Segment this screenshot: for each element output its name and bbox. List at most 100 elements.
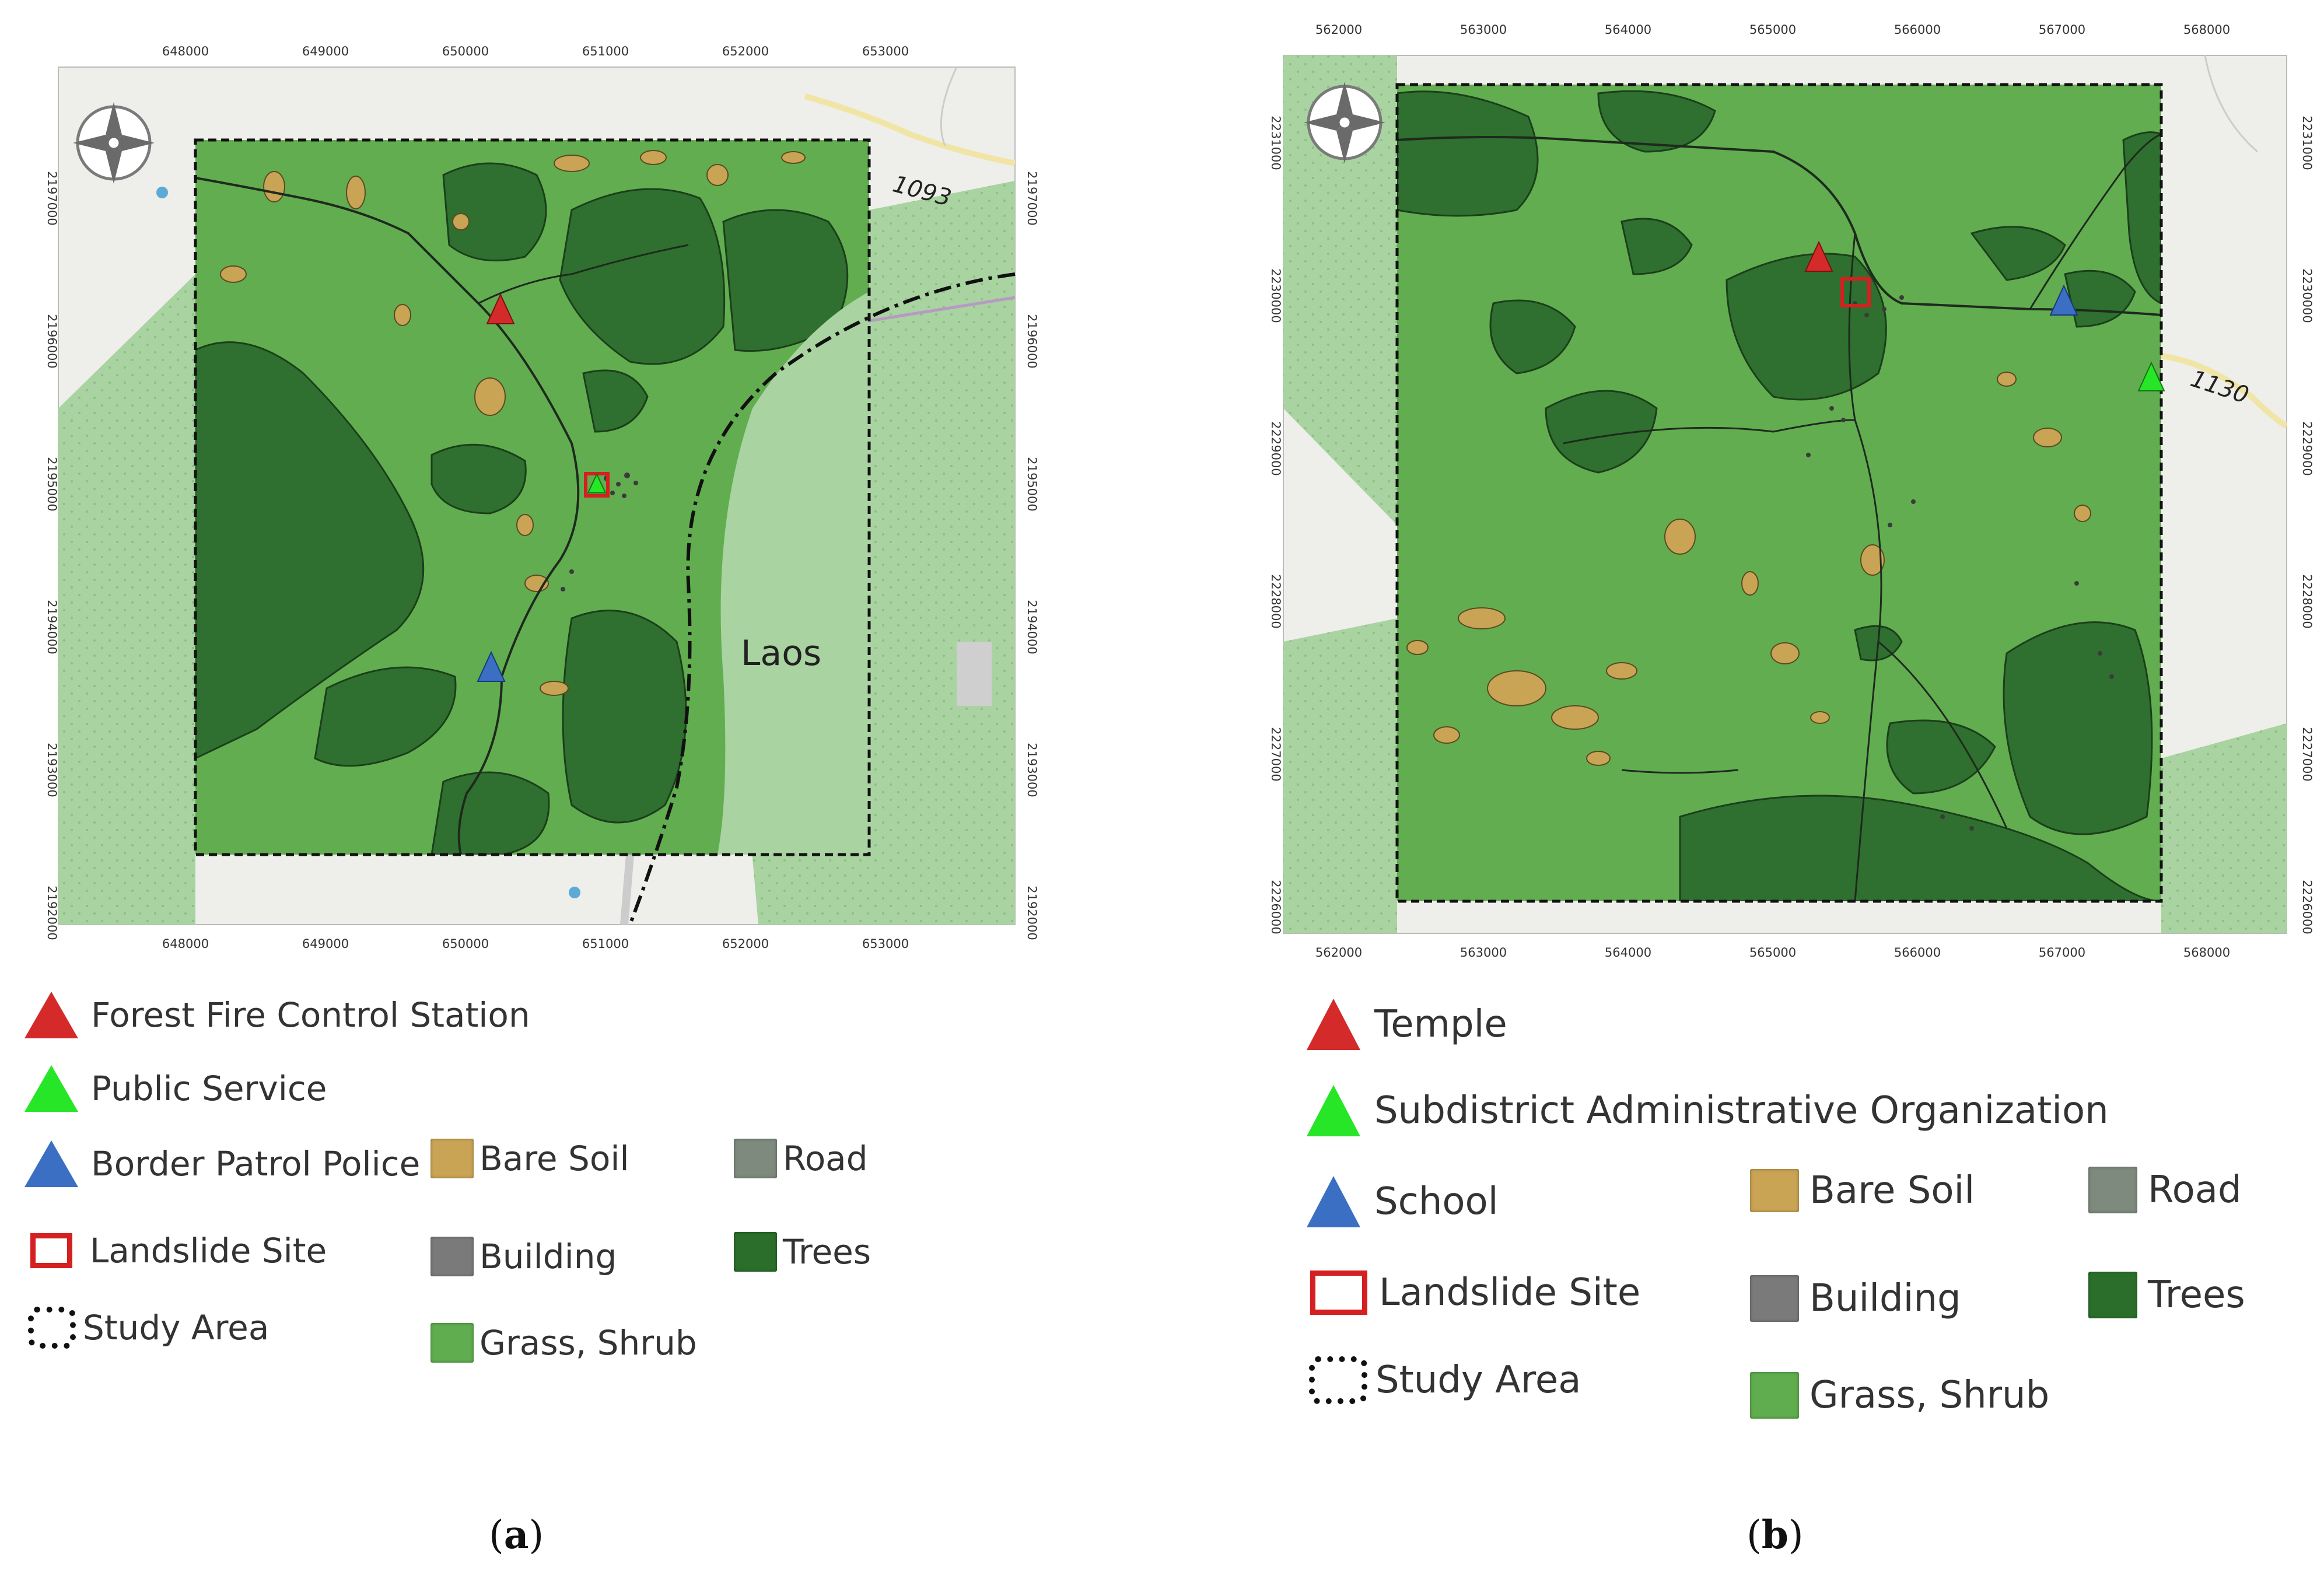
y-tick-label: 2227000 xyxy=(1272,727,1283,782)
map-a-canvas: 1093 Laos 648000648000649000649000650000… xyxy=(45,44,1039,951)
legend-item-forest-fire-station: Forest Fire Control Station xyxy=(24,992,530,1038)
y-tick-label: 2231000 xyxy=(1272,116,1283,170)
y-tick-label: 2192000 xyxy=(45,886,59,940)
map-panel-b: 1130 562000 562000 563000 563000 564000 56400… xyxy=(1272,0,2324,957)
legend-item-road-b: Road xyxy=(2088,1167,2242,1213)
y-tick-label: 2228000 xyxy=(2300,574,2314,629)
y-tick-label: 2230000 xyxy=(1272,268,1283,323)
x-tick-label: 652000 xyxy=(722,937,769,951)
x-tick-label: 649000 xyxy=(302,44,349,58)
dotted-square-icon xyxy=(28,1307,76,1349)
study-area-a-landcover xyxy=(195,140,869,855)
y-tick-label: 2194000 xyxy=(1025,600,1039,654)
x-tick-label: 568000 xyxy=(2183,23,2230,37)
x-tick-label: 651000 xyxy=(582,937,629,951)
x-tick-label: 566000 xyxy=(1894,946,1941,957)
red-square-icon xyxy=(30,1233,72,1268)
map-b-canvas: 1130 56200056200056300056300056400056400… xyxy=(1272,23,2314,957)
legend-item-building-b: Building xyxy=(1750,1275,1961,1322)
y-tick-label: 2226000 xyxy=(2300,880,2314,935)
x-tick-label: 565000 xyxy=(1749,946,1796,957)
legend-item-temple: Temple xyxy=(1307,999,1507,1050)
red-triangle-icon xyxy=(1307,999,1360,1050)
green-triangle-icon xyxy=(1307,1085,1360,1136)
x-tick-label: 567000 xyxy=(2039,23,2085,37)
x-tick-label: 563000 xyxy=(1460,23,1507,37)
legend-item-study-area-a: Study Area xyxy=(28,1307,269,1349)
grass-shrub-swatch xyxy=(1750,1372,1799,1419)
blue-triangle-icon xyxy=(1307,1176,1360,1227)
x-tick-label: 648000 xyxy=(162,44,209,58)
x-tick-label: 649000 xyxy=(302,937,349,951)
legend-item-bare-soil-a: Bare Soil xyxy=(430,1139,629,1178)
y-tick-label: 2197000 xyxy=(1025,171,1039,226)
y-tick-label: 2229000 xyxy=(2300,421,2314,476)
y-tick-label: 2230000 xyxy=(2300,268,2314,323)
blue-triangle-icon xyxy=(24,1140,78,1187)
public-service-marker xyxy=(587,473,607,494)
building-swatch xyxy=(1750,1275,1799,1322)
x-axis-ticks-b: 562000 562000 563000 563000 564000 564000 5650… xyxy=(1315,23,2230,957)
building-swatch xyxy=(430,1237,474,1276)
x-tick-label: 564000 xyxy=(1605,946,1651,957)
map-panel-a: 1093 Laos 648000 648000 649000 649000 650000… xyxy=(0,0,1108,957)
x-tick-label: 651000 xyxy=(582,44,629,58)
legend-item-landslide-b: Landslide Site xyxy=(1310,1270,1640,1315)
legend-item-bare-soil-b: Bare Soil xyxy=(1750,1169,1975,1212)
x-tick-label: 652000 xyxy=(722,44,769,58)
y-tick-label: 2194000 xyxy=(45,600,59,654)
legend-item-trees-b: Trees xyxy=(2088,1272,2245,1318)
road-swatch xyxy=(734,1139,777,1178)
temple-marker xyxy=(1804,240,1833,272)
y-tick-label: 2192000 xyxy=(1025,886,1039,940)
national-border-line xyxy=(628,272,1016,926)
legend-item-school: School xyxy=(1307,1176,1498,1227)
x-axis-ticks-a: 648000 648000 649000 649000 650000 650000 6510… xyxy=(162,44,909,951)
road-swatch xyxy=(2088,1167,2137,1213)
y-tick-label: 2228000 xyxy=(1272,574,1283,629)
x-tick-label: 562000 xyxy=(1315,23,1362,37)
x-tick-label: 564000 xyxy=(1605,23,1651,37)
legend-item-grass-shrub-b: Grass, Shrub xyxy=(1750,1372,2049,1419)
legend-item-building-a: Building xyxy=(430,1237,617,1276)
x-tick-label: 563000 xyxy=(1460,946,1507,957)
dotted-square-icon xyxy=(1309,1356,1367,1404)
y-tick-label: 2193000 xyxy=(1025,743,1039,797)
y-tick-label: 2196000 xyxy=(45,314,59,369)
bare-soil-swatch xyxy=(430,1139,474,1178)
y-tick-label: 2227000 xyxy=(2300,727,2314,782)
caption-a: (a) xyxy=(489,1512,544,1558)
y-tick-label: 2226000 xyxy=(1272,880,1283,935)
study-area-a-boundary xyxy=(194,138,871,856)
trees-swatch xyxy=(734,1232,777,1272)
subdistrict-admin-org-marker xyxy=(2137,361,2165,391)
x-tick-label: 562000 xyxy=(1315,946,1362,957)
x-tick-label: 565000 xyxy=(1749,23,1796,37)
x-tick-label: 653000 xyxy=(862,937,909,951)
y-tick-label: 2231000 xyxy=(2300,116,2314,170)
study-area-b-landcover xyxy=(1397,85,2161,901)
y-axis-ticks-b: 2231000 2231000 2230000 2230000 2229000 22290… xyxy=(1272,116,2314,935)
legend-item-trees-a: Trees xyxy=(734,1232,871,1272)
x-tick-label: 566000 xyxy=(1894,23,1941,37)
legend-item-grass-shrub-a: Grass, Shrub xyxy=(430,1323,697,1363)
caption-b: (b) xyxy=(1746,1512,1804,1558)
red-square-icon xyxy=(1310,1270,1367,1315)
compass-rose-icon xyxy=(73,102,155,184)
study-area-b-boundary xyxy=(1395,83,2163,903)
y-axis-ticks-a: 2197000 2197000 2196000 2196000 2195000 21950… xyxy=(45,171,1039,940)
trees-swatch xyxy=(2088,1272,2137,1318)
legend-item-road-a: Road xyxy=(734,1139,868,1178)
landslide-site-marker-b xyxy=(1840,277,1871,307)
x-tick-label: 568000 xyxy=(2183,946,2230,957)
grass-shrub-swatch xyxy=(430,1323,474,1363)
red-triangle-icon xyxy=(24,992,78,1038)
y-tick-label: 2195000 xyxy=(45,457,59,512)
x-tick-label: 653000 xyxy=(862,44,909,58)
legend-item-subdistrict-org: Subdistrict Administrative Organization xyxy=(1307,1085,2109,1136)
x-tick-label: 648000 xyxy=(162,937,209,951)
y-tick-label: 2196000 xyxy=(1025,314,1039,369)
legend-item-study-area-b: Study Area xyxy=(1309,1356,1581,1404)
compass-rose-icon xyxy=(1304,82,1385,163)
x-tick-label: 650000 xyxy=(442,937,489,951)
